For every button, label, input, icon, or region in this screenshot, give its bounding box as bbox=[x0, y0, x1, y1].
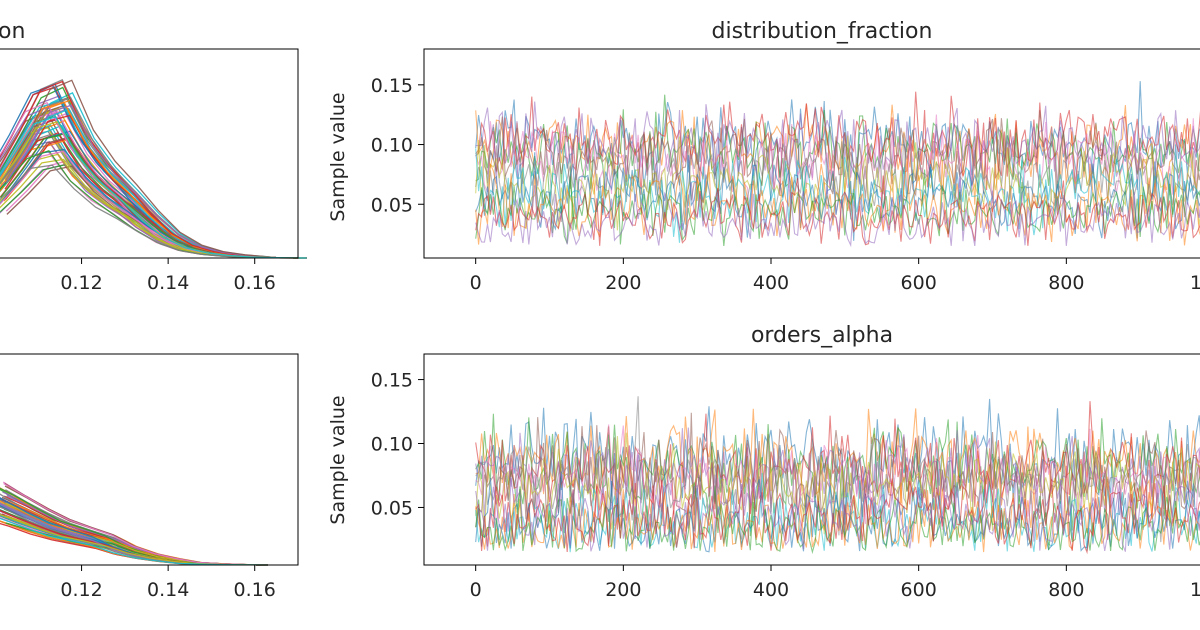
chain-trace-line bbox=[475, 432, 1200, 539]
trace-frame-bottom bbox=[423, 353, 1200, 566]
trace-panel-bottom: orders_alpha Sample value 0 200 400 600 800 1… bbox=[327, 323, 1200, 601]
chain-trace-line bbox=[475, 178, 1200, 248]
density-panel-bottom: 0.12 0.14 0.16 bbox=[0, 353, 299, 601]
chain-trace-line bbox=[475, 396, 1200, 543]
y-tick-label: 0.05 bbox=[371, 497, 413, 519]
x-tick-label: 0.14 bbox=[147, 579, 189, 601]
chain-trace-line bbox=[475, 454, 1200, 552]
trace-ylabel-top: Sample value bbox=[327, 92, 349, 221]
density-curves-bottom bbox=[0, 481, 268, 566]
x-tick-label: 0.16 bbox=[234, 272, 276, 294]
density-curve bbox=[0, 158, 307, 259]
trace-ticks-top: 0 200 400 600 800 1000 0.05 0.10 0.15 bbox=[371, 75, 1200, 294]
chain-trace-line bbox=[475, 424, 1200, 545]
x-tick-label: 800 bbox=[1048, 272, 1084, 294]
x-tick-label: 0.16 bbox=[234, 579, 276, 601]
x-tick-label: 0.12 bbox=[60, 272, 102, 294]
density-title-top: on bbox=[0, 19, 25, 44]
density-curves-top bbox=[0, 79, 307, 259]
x-tick-label: 1000 bbox=[1190, 579, 1200, 601]
trace-frame-top bbox=[423, 48, 1200, 259]
trace-panel-top: distribution_fraction Sample value 0 200 4… bbox=[327, 19, 1200, 294]
trace-title-top: distribution_fraction bbox=[712, 19, 933, 44]
density-frame-top bbox=[0, 48, 299, 259]
y-tick-label: 0.10 bbox=[371, 135, 413, 157]
x-tick-label: 400 bbox=[753, 579, 789, 601]
y-tick-label: 0.05 bbox=[371, 194, 413, 216]
density-frame-bottom bbox=[0, 353, 299, 566]
x-tick-label: 600 bbox=[901, 579, 937, 601]
density-panel-top: on 0.12 0.14 0.16 bbox=[0, 19, 307, 294]
x-tick-label: 200 bbox=[605, 579, 641, 601]
chain-trace-line bbox=[475, 110, 1200, 218]
trace-lines-top bbox=[475, 81, 1200, 248]
y-tick-label: 0.10 bbox=[371, 434, 413, 456]
x-tick-label: 0 bbox=[470, 579, 482, 601]
x-tick-label: 400 bbox=[753, 272, 789, 294]
chain-trace-line bbox=[475, 482, 1200, 555]
trace-ylabel-bottom: Sample value bbox=[327, 395, 349, 524]
density-xticks-bottom: 0.12 0.14 0.16 bbox=[60, 565, 276, 601]
trace-title-bottom: orders_alpha bbox=[751, 323, 893, 348]
chain-trace-line bbox=[475, 144, 1200, 243]
x-tick-label: 200 bbox=[605, 272, 641, 294]
x-tick-label: 0.14 bbox=[147, 272, 189, 294]
density-curve bbox=[0, 115, 307, 259]
y-tick-label: 0.15 bbox=[371, 75, 413, 97]
y-tick-label: 0.15 bbox=[371, 370, 413, 392]
trace-lines-bottom bbox=[475, 396, 1200, 555]
chain-trace-line bbox=[475, 165, 1200, 247]
density-curve bbox=[6, 79, 307, 259]
x-tick-label: 0.12 bbox=[60, 579, 102, 601]
x-tick-label: 0 bbox=[470, 272, 482, 294]
x-tick-label: 800 bbox=[1048, 579, 1084, 601]
x-tick-label: 600 bbox=[901, 272, 937, 294]
x-tick-label: 1000 bbox=[1190, 272, 1200, 294]
density-xticks-top: 0.12 0.14 0.16 bbox=[60, 258, 276, 294]
density-curve bbox=[0, 164, 307, 259]
trace-ticks-bottom: 0 200 400 600 800 1000 0.05 0.10 0.15 bbox=[371, 370, 1200, 601]
